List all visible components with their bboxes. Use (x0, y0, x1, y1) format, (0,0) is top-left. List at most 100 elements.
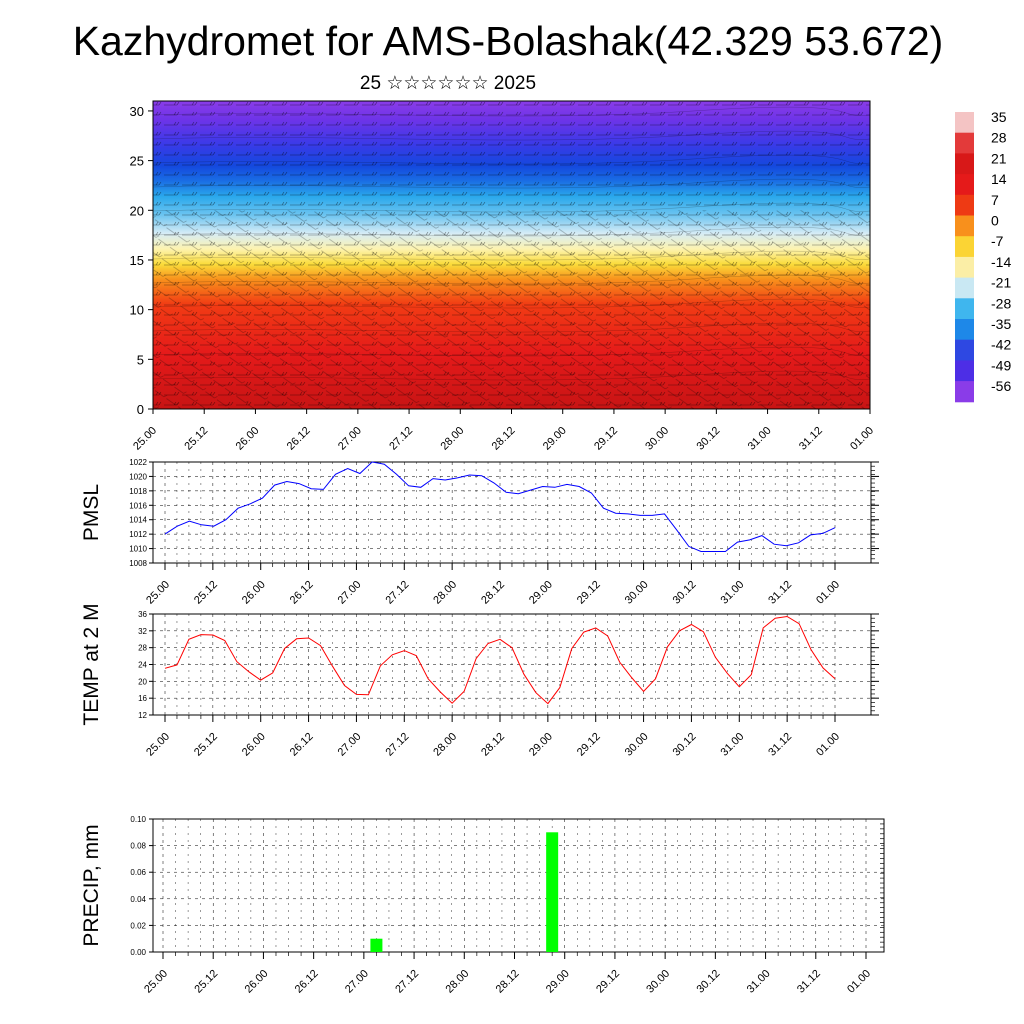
y-tick-label: 1008 (129, 559, 147, 568)
precip-bar (546, 832, 559, 952)
colorbar-swatch (955, 194, 974, 216)
x-tick-label: 28.00 (438, 425, 466, 453)
x-tick-label: 31.12 (766, 579, 794, 607)
temp-panel: 12 16 20 24 28 32 36 25.00 25.12 26.00 26.12 27.00 2… (80, 603, 879, 759)
isoline (152, 274, 871, 285)
y-tick-label: 1012 (129, 530, 147, 539)
x-tick-label: 31.00 (718, 731, 746, 759)
series-line (164, 461, 836, 552)
isoline (152, 322, 871, 333)
x-tick-label: 25.12 (182, 425, 210, 453)
colorbar-label: 0 (991, 213, 999, 229)
x-tick-label: 28.00 (443, 968, 471, 996)
x-tick-label: 27.00 (336, 579, 364, 607)
colorbar-label: 28 (991, 130, 1007, 146)
x-tick-label: 25.00 (144, 579, 172, 607)
y-tick-label: 5 (137, 352, 144, 367)
colorbar-swatch (955, 298, 974, 320)
colorbar-swatch (955, 112, 974, 134)
x-tick-label: 30.12 (671, 731, 699, 759)
pmsl-panel: 1008 1010 1012 1014 1016 1018 1020 1022 25.00 25.… (80, 458, 879, 607)
x-tick-label: 27.12 (383, 579, 411, 607)
x-tick-label: 29.00 (544, 968, 572, 996)
x-tick-label: 27.12 (383, 731, 411, 759)
colorbar-swatch (955, 174, 974, 196)
colorbar-label: 21 (991, 150, 1007, 166)
colorbar-label: 35 (991, 109, 1007, 125)
isoline (152, 226, 871, 237)
colorbar-label: -56 (991, 378, 1011, 394)
y-tick-label: 0 (137, 402, 144, 417)
y-tick-label: 1014 (129, 516, 147, 525)
colorbar-swatch (955, 236, 974, 258)
y-tick-label: 20 (138, 677, 147, 686)
x-tick-label: 29.00 (527, 579, 555, 607)
y-tick-label: 30 (130, 104, 144, 119)
x-tick-label: 25.12 (192, 579, 220, 607)
y-tick-label: 25 (130, 154, 144, 169)
colorbar-swatch (955, 381, 974, 403)
x-tick-label: 28.00 (431, 731, 459, 759)
series-line (164, 615, 836, 705)
x-tick-label: 30.00 (644, 968, 672, 996)
y-axis-label: PRECIP, mm (80, 824, 103, 946)
x-tick-label: 26.12 (288, 579, 316, 607)
y-tick-label: 1016 (129, 501, 147, 510)
x-tick-label: 30.12 (695, 968, 723, 996)
x-tick-label: 30.00 (623, 731, 651, 759)
y-tick-label: 20 (130, 203, 144, 218)
x-tick-label: 29.00 (527, 731, 555, 759)
y-tick-label: 0.08 (130, 842, 146, 851)
colorbar-swatch (955, 277, 974, 299)
x-tick-label: 01.00 (845, 968, 873, 996)
x-tick-label: 30.00 (623, 579, 651, 607)
isoline (152, 178, 871, 189)
plot-frame (152, 818, 885, 953)
y-tick-label: 0.10 (130, 815, 146, 824)
x-tick-label: 26.00 (243, 968, 271, 996)
y-tick-label: 1020 (129, 472, 147, 481)
colorbar-label: 14 (991, 171, 1007, 187)
colorbar-label: -35 (991, 316, 1011, 332)
x-tick-label: 25.12 (192, 731, 220, 759)
colorbar-swatch (955, 319, 974, 341)
y-tick-label: 16 (138, 694, 147, 703)
y-tick-label: 24 (138, 661, 147, 670)
colorbar-label: -14 (991, 254, 1011, 270)
wind-barbs-layer-lower (153, 210, 870, 409)
isoline (152, 154, 871, 165)
x-tick-label: 31.12 (795, 968, 823, 996)
x-tick-label: 27.00 (343, 968, 371, 996)
x-tick-label: 26.12 (288, 731, 316, 759)
x-tick-label: 28.12 (479, 579, 507, 607)
y-axis-label: PMSL (80, 484, 103, 541)
y-tick-label: 0.00 (130, 948, 146, 957)
y-tick-label: 12 (138, 711, 147, 720)
colorbar-swatch (955, 256, 974, 279)
x-tick-label: 25.00 (131, 425, 159, 453)
x-tick-label: 31.00 (745, 968, 773, 996)
isoline (152, 130, 871, 141)
x-tick-label: 26.12 (285, 425, 313, 453)
x-tick-label: 25.12 (192, 968, 220, 996)
x-tick-label: 25.00 (142, 968, 170, 996)
y-axis-label: TEMP at 2 M (80, 603, 103, 725)
colorbar-label: -28 (991, 295, 1011, 311)
x-tick-label: 26.00 (240, 579, 268, 607)
chart-title: Kazhydromet for AMS-Bolashak(42.329 53.6… (72, 18, 944, 64)
x-tick-label: 01.00 (814, 731, 842, 759)
x-tick-label: 28.12 (490, 425, 518, 453)
isoline (152, 298, 871, 309)
colorbar-label: -49 (991, 357, 1011, 373)
x-tick-label: 30.00 (643, 425, 671, 453)
y-tick-label: 10 (130, 303, 144, 318)
x-tick-label: 29.12 (575, 731, 603, 759)
y-tick-label: 36 (138, 610, 147, 619)
x-tick-label: 01.00 (814, 579, 842, 607)
colorbar-swatch (955, 360, 974, 382)
isoline (152, 202, 871, 213)
x-tick-label: 01.00 (848, 425, 876, 453)
x-tick-label: 25.00 (144, 731, 172, 759)
colorbar-label: -21 (991, 275, 1011, 291)
